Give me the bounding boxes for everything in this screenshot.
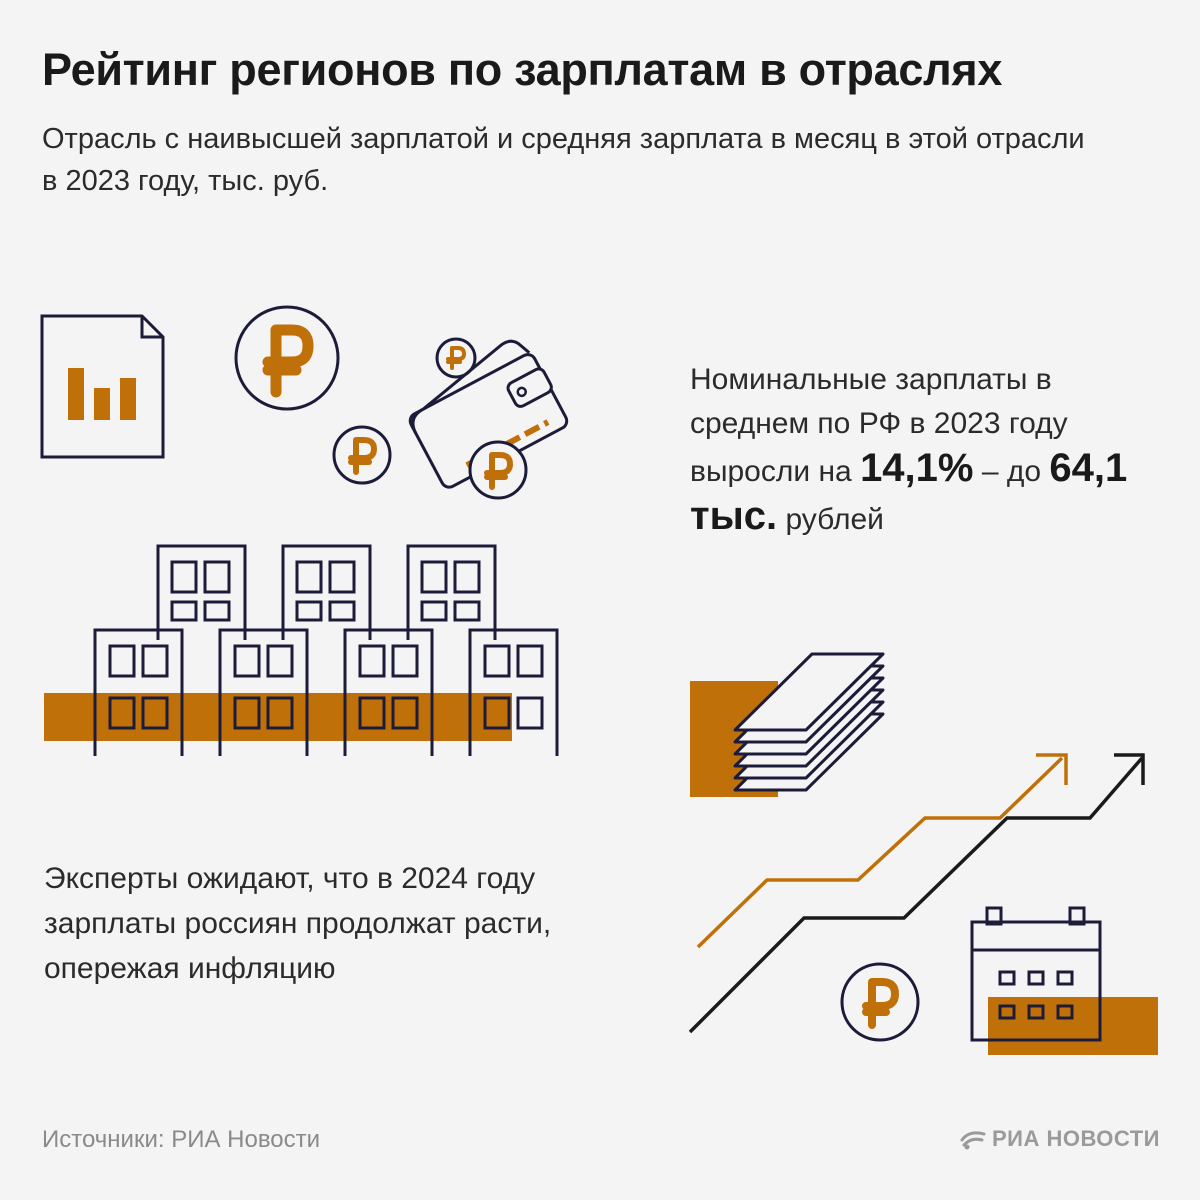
stat-text-1: Номинальные зарплаты в среднем по РФ в 2… <box>690 363 1068 488</box>
source-note: Источники: РИА Новости <box>42 1126 321 1153</box>
ruble-coin-icon <box>234 305 340 411</box>
wallet-icon <box>408 337 569 500</box>
average-salary-amount: 64,1 тыс. <box>690 446 1128 538</box>
ria-logo: РИА НОВОСТИ <box>960 1126 1160 1152</box>
stat-text-2: – до <box>973 455 1050 488</box>
growth-arrows-icon <box>688 753 1145 1034</box>
chart-document-icon <box>40 314 165 459</box>
ria-logo-icon <box>960 1131 986 1150</box>
forecast-text: Эксперты ожидают, что в 2024 году зарпла… <box>44 862 552 985</box>
buildings-icon <box>44 544 559 756</box>
page-title: Рейтинг регионов по зарплатам в отраслях <box>42 44 1003 95</box>
calendar-icon <box>970 906 1158 1055</box>
ruble-coin-icon <box>840 962 920 1042</box>
banknotes-icon <box>690 652 885 797</box>
ruble-coin-icon <box>332 425 392 485</box>
stat-text-3: рублей <box>777 503 884 536</box>
page-subtitle: Отрасль с наивысшей зарплатой и средняя … <box>42 123 1085 197</box>
growth-percent: 14,1% <box>860 446 974 490</box>
ria-logo-text: РИА НОВОСТИ <box>991 1126 1160 1151</box>
salary-growth-statement: Номинальные зарплаты в среднем по РФ в 2… <box>690 358 1170 542</box>
